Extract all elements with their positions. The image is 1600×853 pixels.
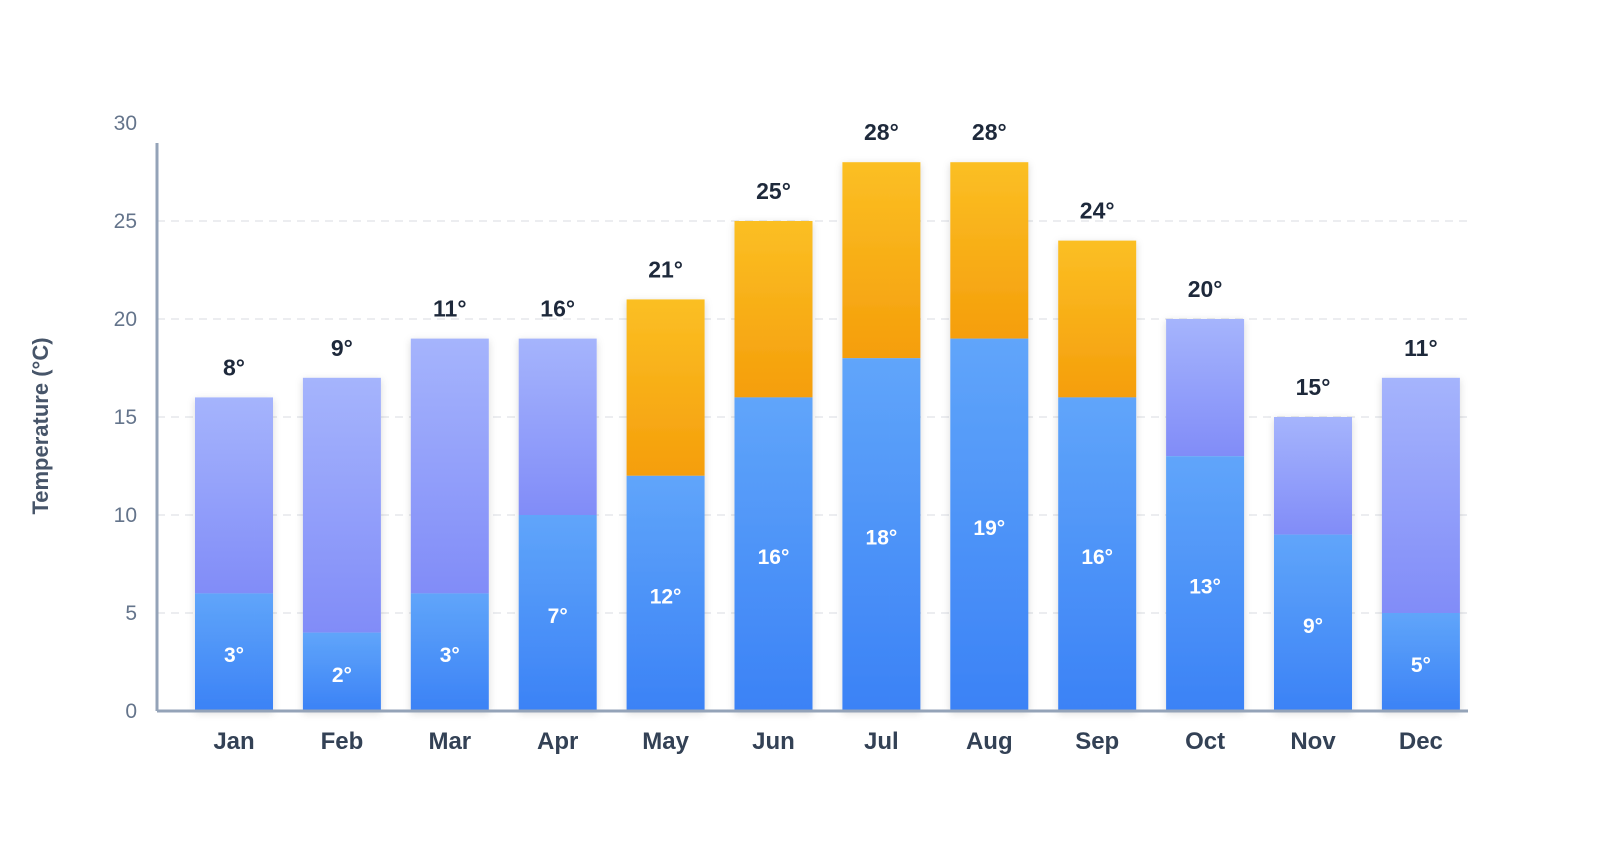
y-tick-label: 0 [125, 700, 137, 723]
gridlines [157, 220, 1468, 614]
bar-high-segment [842, 162, 921, 359]
high-data-label: 28° [864, 119, 899, 145]
low-data-label: 7° [548, 605, 568, 628]
low-data-label: 13° [1189, 576, 1221, 599]
low-data-label: 9° [1303, 615, 1323, 638]
bar-high-segment [1274, 417, 1352, 535]
bar-group [734, 221, 813, 711]
x-tick-label: Jan [213, 728, 254, 755]
bar-group [1381, 377, 1460, 711]
y-tick-label: 25 [114, 210, 137, 233]
high-data-label: 28° [972, 119, 1007, 145]
bar-group [1166, 319, 1245, 711]
x-tick-label: Jun [752, 728, 795, 755]
bar-group [518, 338, 597, 711]
bar-low-segment [518, 515, 597, 711]
x-tick-label: Feb [321, 728, 364, 755]
high-data-label: 11° [433, 296, 467, 322]
y-tick-label: 30 [114, 112, 137, 135]
bar-high-segment [518, 338, 597, 515]
bar-high-segment [626, 299, 705, 476]
bar-group [410, 338, 489, 711]
bar-group [626, 299, 705, 711]
y-axis-label: Temperature (°C) [28, 337, 53, 514]
axes: 0 5 10 15 20 25 30 Jan Feb Mar Apr May Jun Jul Aug Sep O… [114, 112, 1468, 755]
x-tick-label: Sep [1075, 728, 1119, 755]
low-data-label: 3° [440, 644, 460, 667]
low-data-label: 3° [224, 644, 244, 667]
x-tick-label: Nov [1290, 728, 1336, 755]
bar-high-segment [410, 338, 489, 594]
bar-low-segment [626, 475, 705, 711]
x-tick-label: Aug [966, 728, 1013, 755]
low-data-label: 16° [758, 546, 790, 569]
high-data-label: 21° [648, 256, 683, 282]
bar-high-segment [302, 377, 381, 633]
high-data-label: 16° [540, 296, 575, 322]
x-tick-label: Mar [428, 728, 471, 755]
bar-low-segment [734, 397, 813, 711]
bar-low-segment [1058, 397, 1137, 711]
bar-group [195, 397, 273, 711]
bar-high-segment [195, 397, 273, 594]
low-data-label: 18° [866, 527, 898, 550]
bar-low-segment [950, 338, 1029, 711]
bar-low-segment [1274, 534, 1352, 711]
high-data-label: 8° [223, 354, 245, 380]
y-tick-label: 20 [114, 308, 137, 331]
high-data-label: 9° [331, 335, 353, 361]
bars: 3° 8° 2° 9° 3° 11° 7° 16° 12° 21° 16° 25° 18° 28° 19° 2… [195, 119, 1460, 711]
bar-high-segment [950, 162, 1029, 339]
bar-group [842, 162, 921, 711]
high-data-label: 24° [1080, 198, 1115, 224]
x-tick-label: Oct [1185, 728, 1225, 755]
x-tick-label: Jul [864, 728, 899, 755]
high-data-label: 15° [1296, 374, 1331, 400]
x-tick-label: Apr [537, 728, 578, 755]
bar-high-segment [734, 221, 813, 398]
low-data-label: 19° [973, 517, 1005, 540]
x-tick-label: May [642, 728, 689, 755]
low-data-label: 12° [650, 585, 682, 608]
bar-low-segment [842, 358, 921, 711]
x-tick-label: Dec [1399, 728, 1443, 755]
y-tick-label: 15 [114, 406, 137, 429]
bar-low-segment [1381, 613, 1460, 711]
bar-low-segment [195, 593, 273, 711]
high-data-label: 25° [756, 178, 791, 204]
bar-low-segment [410, 593, 489, 711]
low-data-label: 2° [332, 664, 352, 687]
low-data-label: 16° [1081, 546, 1113, 569]
high-data-label: 11° [1404, 335, 1438, 361]
bar-group [302, 377, 381, 711]
bar-group [1274, 417, 1352, 711]
bar-high-segment [1381, 377, 1460, 613]
y-tick-label: 5 [125, 602, 137, 625]
bar-group [950, 162, 1029, 711]
y-tick-label: 10 [114, 504, 137, 527]
bar-high-segment [1166, 319, 1245, 457]
high-data-label: 20° [1188, 276, 1223, 302]
low-data-label: 5° [1411, 654, 1431, 677]
bar-low-segment [1166, 456, 1245, 711]
bar-low-segment [302, 632, 381, 711]
bar-high-segment [1058, 240, 1137, 398]
bar-group [1058, 240, 1137, 711]
